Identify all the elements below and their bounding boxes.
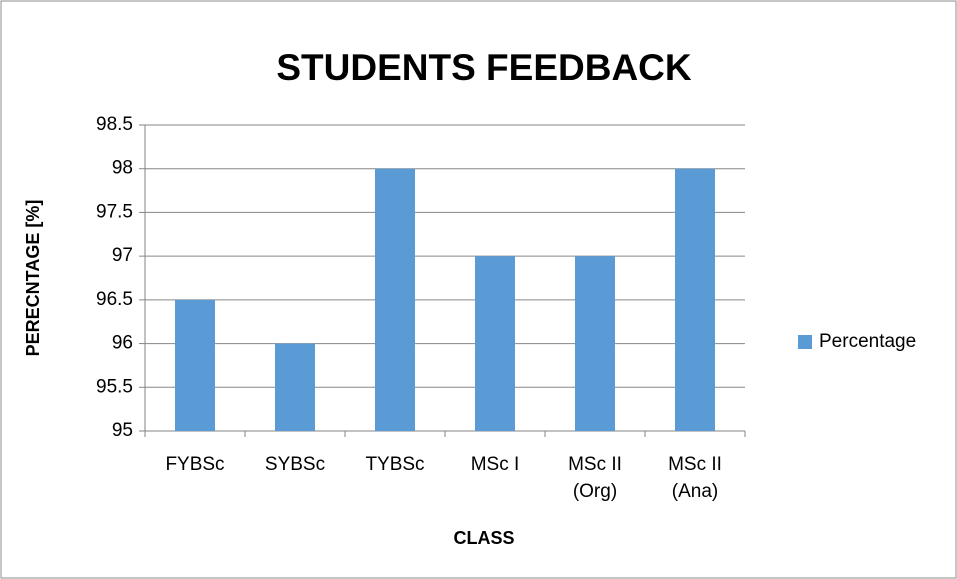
- x-tick-label: FYBSc: [165, 454, 225, 475]
- y-tick-label: 96.5: [96, 289, 133, 310]
- x-tick-label: MSc II (Org): [568, 454, 622, 502]
- legend-swatch: [798, 335, 812, 349]
- x-tick-label: MSc I: [470, 454, 520, 475]
- bar: [375, 168, 415, 431]
- bar: [675, 168, 715, 431]
- y-tick-label: 98: [112, 158, 133, 179]
- y-tick-label: 95.5: [96, 376, 133, 397]
- chart-title: STUDENTS FEEDBACK: [276, 47, 692, 88]
- y-tick-label: 97.5: [96, 201, 133, 222]
- y-tick-label: 95: [112, 420, 133, 441]
- x-tick-label: MSc II (Ana): [668, 454, 722, 502]
- y-tick-label: 96: [112, 333, 133, 354]
- bar: [575, 256, 615, 431]
- legend-label: Percentage: [819, 331, 916, 352]
- x-tick-label: SYBSc: [264, 454, 326, 475]
- x-tick-label: TYBSc: [365, 454, 425, 475]
- x-axis-label: CLASS: [453, 528, 514, 548]
- y-axis-label: PERECNTAGE [%]: [23, 200, 43, 357]
- bar: [475, 256, 515, 431]
- y-tick-label: 97: [112, 245, 133, 266]
- bar: [275, 343, 315, 431]
- bar: [175, 299, 215, 431]
- y-tick-label: 98.5: [96, 114, 133, 135]
